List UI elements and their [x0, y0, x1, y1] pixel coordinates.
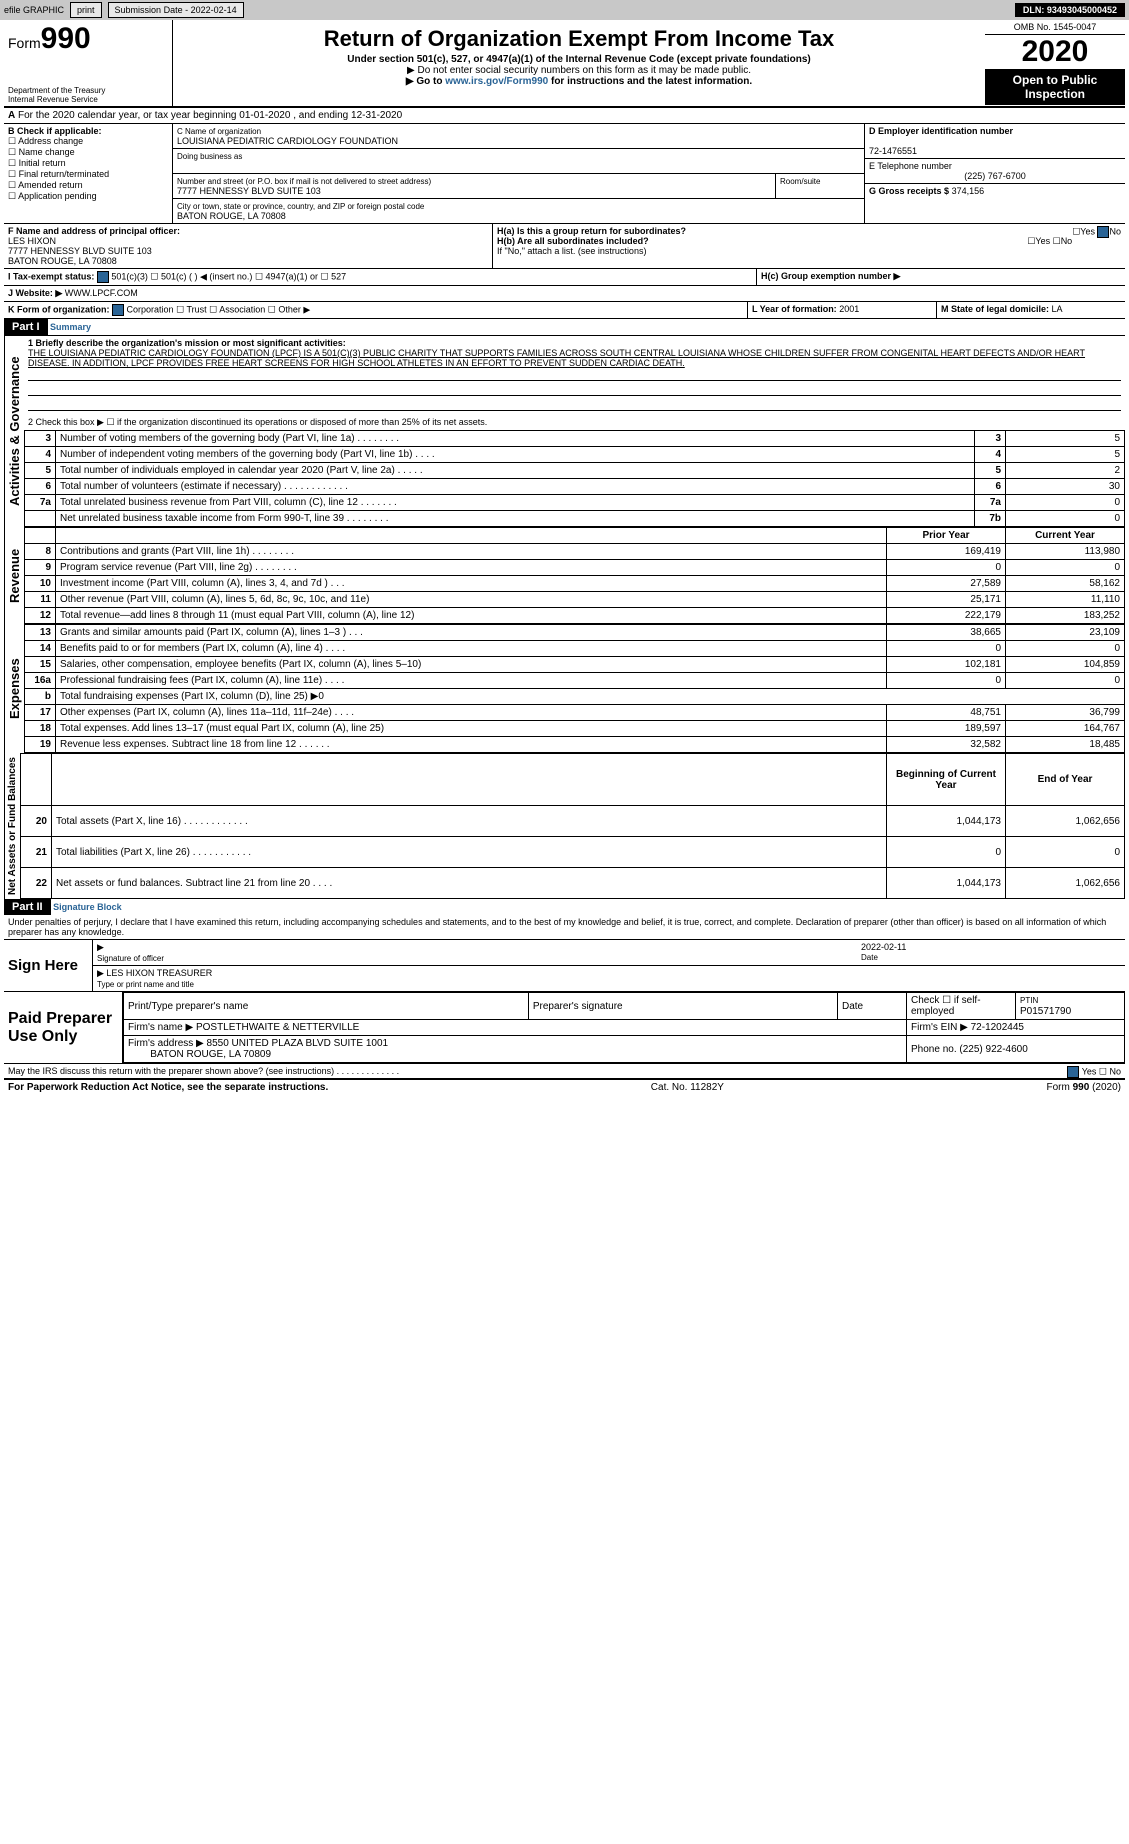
footer: For Paperwork Reduction Act Notice, see …: [4, 1079, 1125, 1095]
mission: THE LOUISIANA PEDIATRIC CARDIOLOGY FOUND…: [28, 348, 1085, 368]
net-label: Net Assets or Fund Balances: [4, 753, 20, 899]
firm-name: POSTLETHWAITE & NETTERVILLE: [196, 1022, 359, 1033]
gov-label: Activities & Governance: [4, 336, 24, 527]
gross-receipts: 374,156: [952, 186, 985, 196]
part2-tab: Part II: [4, 899, 51, 915]
website: WWW.LPCF.COM: [65, 288, 138, 298]
city: BATON ROUGE, LA 70808: [177, 211, 286, 221]
paid-preparer: Paid Preparer Use Only: [4, 1008, 122, 1048]
netassets-table: Beginning of Current YearEnd of Year 20T…: [20, 753, 1125, 899]
part1-tab: Part I: [4, 319, 48, 335]
gov-table: 3Number of voting members of the governi…: [24, 430, 1125, 527]
org-name: LOUISIANA PEDIATRIC CARDIOLOGY FOUNDATIO…: [177, 136, 398, 146]
exp-label: Expenses: [4, 624, 24, 753]
penalties: Under penalties of perjury, I declare th…: [4, 915, 1125, 940]
open-inspection: Open to Public Inspection: [985, 69, 1125, 105]
box-f: F Name and address of principal officer:…: [4, 224, 493, 268]
officer-name: LES HIXON TREASURER: [106, 968, 212, 978]
expense-table: 13Grants and similar amounts paid (Part …: [24, 624, 1125, 753]
top-bar: efile GRAPHIC print Submission Date - 20…: [0, 0, 1129, 20]
dln: DLN: 93493045000452: [1015, 3, 1125, 17]
ein: 72-1476551: [869, 146, 917, 156]
tax-year: 2020: [985, 35, 1125, 69]
efile-label: efile GRAPHIC: [4, 5, 64, 15]
form-title: Return of Organization Exempt From Incom…: [181, 26, 977, 52]
tax-period: For the 2020 calendar year, or tax year …: [18, 110, 402, 121]
sign-here: Sign Here: [4, 955, 92, 976]
submission-date: Submission Date - 2022-02-14: [108, 2, 244, 18]
revenue-table: Prior YearCurrent Year 8Contributions an…: [24, 527, 1125, 624]
sign-date: 2022-02-11: [861, 942, 906, 952]
rev-label: Revenue: [4, 527, 24, 624]
dept: Department of the Treasury: [8, 86, 168, 95]
omb: OMB No. 1545-0047: [985, 20, 1125, 35]
box-b: B Check if applicable: ☐ Address change …: [4, 124, 173, 223]
instructions-link[interactable]: www.irs.gov/Form990: [445, 76, 548, 87]
phone: (225) 767-6700: [869, 171, 1121, 181]
form-header: Form990 Department of the Treasury Inter…: [4, 20, 1125, 108]
street: 7777 HENNESSY BLVD SUITE 103: [177, 186, 321, 196]
print-button[interactable]: print: [70, 2, 102, 18]
irs: Internal Revenue Service: [8, 95, 168, 104]
